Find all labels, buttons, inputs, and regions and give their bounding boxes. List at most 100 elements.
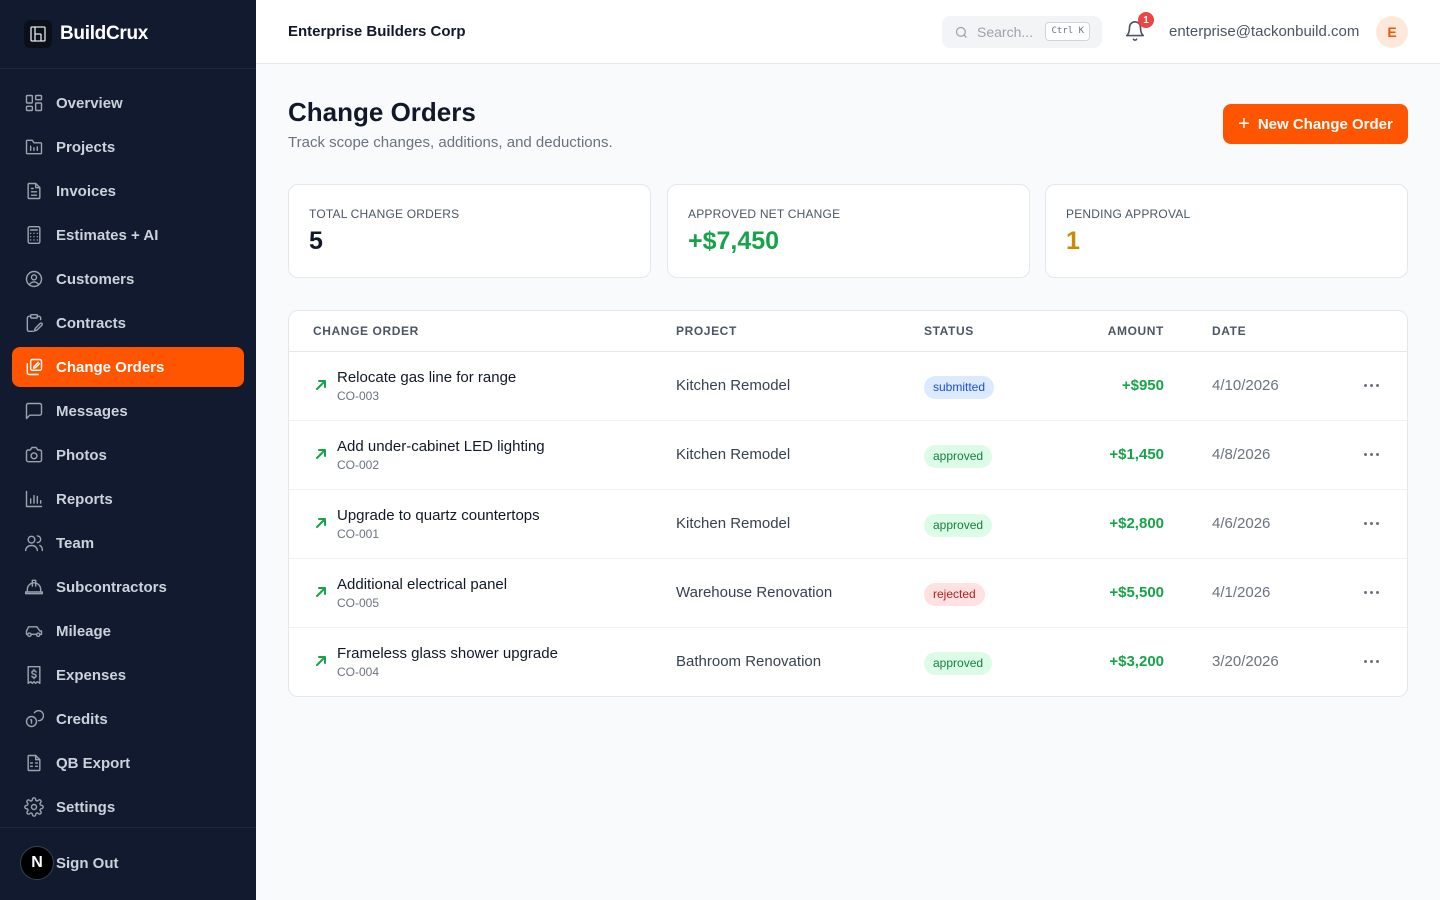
date: 4/6/2026 — [1212, 515, 1271, 532]
change-order-title[interactable]: Frameless glass shower upgrade — [337, 645, 558, 662]
sign-out-button[interactable]: N Sign Out — [20, 846, 119, 880]
column-header-change-order[interactable]: CHANGE ORDER — [313, 324, 419, 338]
brand[interactable]: BuildCrux — [0, 0, 256, 69]
date: 4/8/2026 — [1212, 446, 1271, 463]
sidebar: BuildCrux Overview Projects Invoices Est… — [0, 0, 256, 900]
sidebar-nav: Overview Projects Invoices Estimates + A… — [12, 83, 244, 831]
date: 4/10/2026 — [1212, 377, 1279, 394]
hard-hat-icon — [24, 577, 44, 597]
stat-label: APPROVED NET CHANGE — [688, 207, 841, 221]
car-icon — [24, 621, 44, 641]
change-order-title[interactable]: Add under-cabinet LED lighting — [337, 438, 545, 455]
sidebar-item-invoices[interactable]: Invoices — [12, 171, 244, 211]
avatar[interactable]: E — [1376, 16, 1408, 48]
amount: +$2,800 — [1109, 515, 1164, 532]
sidebar-item-label: Change Orders — [56, 358, 165, 376]
new-change-order-label: New Change Order — [1257, 115, 1393, 133]
more-actions-icon[interactable] — [1357, 512, 1385, 534]
change-order-id: CO-004 — [337, 665, 380, 679]
table-row[interactable]: Frameless glass shower upgrade CO-004 Ba… — [289, 628, 1407, 696]
amount: +$5,500 — [1109, 584, 1164, 601]
status-badge: approved — [924, 514, 993, 537]
change-orders-table: CHANGE ORDER PROJECT STATUS AMOUNT DATE … — [288, 310, 1408, 697]
status-badge: submitted — [924, 376, 995, 399]
file-spreadsheet-icon — [24, 753, 44, 773]
table-row[interactable]: Additional electrical panel CO-005 Wareh… — [289, 559, 1407, 628]
more-actions-icon[interactable] — [1357, 581, 1385, 603]
sign-out-label: Sign Out — [56, 854, 119, 872]
sidebar-item-label: Invoices — [56, 182, 117, 200]
coins-icon — [24, 709, 44, 729]
change-order-title[interactable]: Relocate gas line for range — [337, 369, 517, 386]
column-header-project[interactable]: PROJECT — [676, 324, 737, 338]
sidebar-item-mileage[interactable]: Mileage — [12, 611, 244, 651]
sidebar-item-subcontractors[interactable]: Subcontractors — [12, 567, 244, 607]
sidebar-item-reports[interactable]: Reports — [12, 479, 244, 519]
project-name: Warehouse Renovation — [676, 584, 833, 601]
search-input[interactable]: Search... Ctrl K — [942, 16, 1102, 48]
sidebar-item-credits[interactable]: Credits — [12, 699, 244, 739]
table-row[interactable]: Relocate gas line for range CO-003 Kitch… — [289, 352, 1407, 421]
stat-value: +$7,450 — [688, 227, 780, 255]
arrow-up-right-icon — [314, 447, 328, 461]
change-order-id: CO-005 — [337, 596, 380, 610]
sidebar-item-qb-export[interactable]: QB Export — [12, 743, 244, 783]
sidebar-item-overview[interactable]: Overview — [12, 83, 244, 123]
more-actions-icon[interactable] — [1357, 650, 1385, 672]
sidebar-item-settings[interactable]: Settings — [12, 787, 244, 827]
column-header-amount[interactable]: AMOUNT — [1107, 324, 1164, 338]
n-badge: N — [20, 846, 54, 880]
stats-row: TOTAL CHANGE ORDERS 5 APPROVED NET CHANG… — [288, 184, 1408, 278]
search-placeholder: Search... — [977, 24, 1034, 40]
stat-card-pending: PENDING APPROVAL 1 — [1045, 184, 1408, 278]
arrow-up-right-icon — [314, 378, 328, 392]
change-order-id: CO-001 — [337, 527, 380, 541]
more-actions-icon[interactable] — [1357, 443, 1385, 465]
new-change-order-button[interactable]: + New Change Order — [1223, 104, 1408, 144]
users-icon — [24, 533, 44, 553]
sidebar-item-label: Team — [56, 534, 95, 552]
calculator-icon — [24, 225, 44, 245]
column-header-date[interactable]: DATE — [1212, 324, 1247, 338]
sidebar-item-messages[interactable]: Messages — [12, 391, 244, 431]
sidebar-item-projects[interactable]: Projects — [12, 127, 244, 167]
arrow-up-right-icon — [314, 654, 328, 668]
sidebar-item-label: QB Export — [56, 754, 131, 772]
date: 3/20/2026 — [1212, 653, 1279, 670]
search-shortcut: Ctrl K — [1045, 22, 1090, 41]
page-title: Change Orders — [288, 97, 476, 127]
message-square-icon — [24, 401, 44, 421]
sidebar-item-label: Contracts — [56, 314, 127, 332]
project-name: Kitchen Remodel — [676, 377, 791, 394]
sidebar-item-team[interactable]: Team — [12, 523, 244, 563]
sidebar-item-photos[interactable]: Photos — [12, 435, 244, 475]
change-order-id: CO-002 — [337, 458, 380, 472]
table-row[interactable]: Upgrade to quartz countertops CO-001 Kit… — [289, 490, 1407, 559]
amount: +$1,450 — [1109, 446, 1164, 463]
bar-chart-icon — [24, 489, 44, 509]
change-order-title[interactable]: Upgrade to quartz countertops — [337, 507, 540, 524]
table-row[interactable]: Add under-cabinet LED lighting CO-002 Ki… — [289, 421, 1407, 490]
sidebar-item-expenses[interactable]: Expenses — [12, 655, 244, 695]
more-actions-icon[interactable] — [1357, 374, 1385, 396]
stat-label: PENDING APPROVAL — [1066, 207, 1191, 221]
sidebar-item-change-orders[interactable]: Change Orders — [12, 347, 244, 387]
receipt-dollar-icon — [24, 665, 44, 685]
folder-icon — [24, 137, 44, 157]
company-name: Enterprise Builders Corp — [288, 23, 466, 40]
table-header: CHANGE ORDER PROJECT STATUS AMOUNT DATE — [289, 311, 1407, 352]
notifications-button[interactable]: 1 — [1124, 12, 1154, 44]
stat-card-approved-net-change: APPROVED NET CHANGE +$7,450 — [667, 184, 1030, 278]
sidebar-item-label: Photos — [56, 446, 107, 464]
layout-grid-icon — [24, 93, 44, 113]
column-header-status[interactable]: STATUS — [924, 324, 974, 338]
sidebar-item-customers[interactable]: Customers — [12, 259, 244, 299]
bell-icon — [1125, 21, 1145, 42]
sidebar-item-estimates[interactable]: Estimates + AI — [12, 215, 244, 255]
sidebar-item-label: Settings — [56, 798, 116, 816]
change-order-title[interactable]: Additional electrical panel — [337, 576, 508, 593]
stat-value: 5 — [309, 227, 323, 255]
clipboard-pen-icon — [24, 313, 44, 333]
stat-card-total: TOTAL CHANGE ORDERS 5 — [288, 184, 651, 278]
sidebar-item-contracts[interactable]: Contracts — [12, 303, 244, 343]
